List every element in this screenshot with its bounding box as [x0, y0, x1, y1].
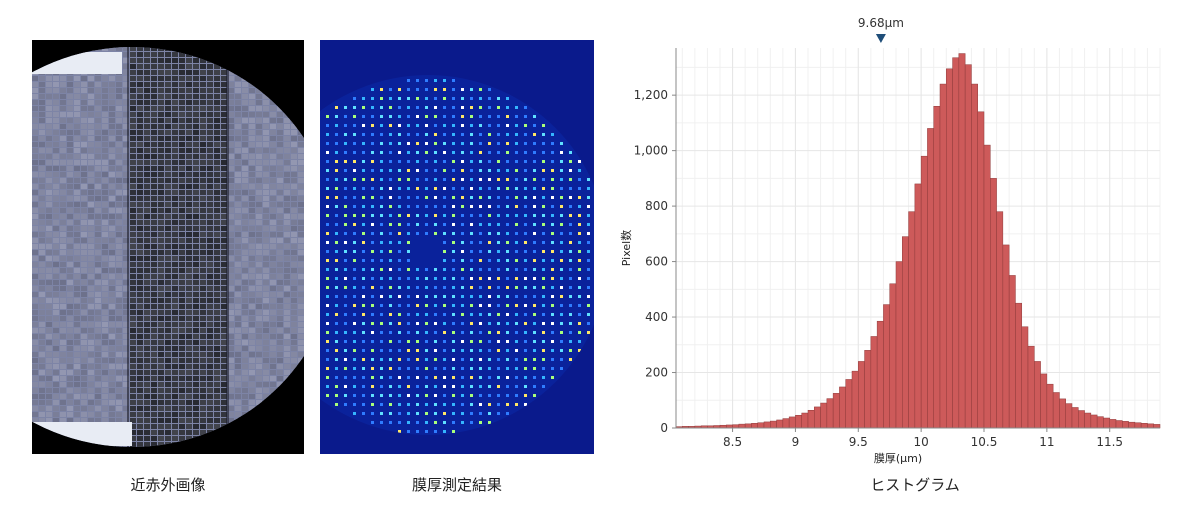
- histogram-bar: [858, 361, 865, 429]
- histogram-bar: [770, 420, 777, 429]
- histogram-bar: [996, 211, 1004, 429]
- histogram-bar: [895, 261, 903, 429]
- histogram-bar: [1115, 420, 1123, 429]
- histogram-bar: [795, 414, 802, 429]
- histogram-bar: [952, 57, 960, 429]
- histogram-bar: [1040, 373, 1048, 429]
- histogram-bar: [1027, 345, 1035, 429]
- histogram-bar: [1065, 403, 1073, 429]
- histogram-bar: [870, 336, 878, 429]
- y-tick-label: 800: [645, 199, 668, 213]
- histogram-bar: [920, 155, 928, 429]
- histogram-bar: [832, 393, 840, 429]
- histogram-bar: [914, 183, 922, 429]
- histogram-bar: [782, 418, 790, 429]
- histogram-bar: [933, 105, 941, 429]
- histogram-bar: [902, 236, 909, 429]
- film-wafer: [320, 75, 594, 435]
- y-tick-label: 1,200: [634, 88, 668, 102]
- x-axis-title: 膜厚(μm): [874, 452, 922, 465]
- histogram-bar: [820, 402, 828, 429]
- histogram-bar: [1153, 424, 1161, 429]
- x-tick-label: 9.5: [849, 435, 868, 449]
- y-tick-label: 200: [645, 366, 668, 380]
- histogram-bar: [1103, 417, 1110, 429]
- histogram-bar: [1109, 419, 1117, 429]
- histogram-bar: [983, 144, 991, 429]
- x-tick-label: 11: [1039, 435, 1054, 449]
- y-tick-label: 600: [645, 255, 668, 269]
- histogram-bar: [1015, 302, 1022, 429]
- y-tick-label: 400: [645, 310, 668, 324]
- histogram-bar: [851, 370, 859, 429]
- x-tick-label: 9: [792, 435, 800, 449]
- histogram-bar: [738, 423, 746, 429]
- histogram-bar: [1122, 421, 1129, 429]
- histogram-bar: [839, 386, 846, 429]
- histogram-bar: [788, 416, 796, 429]
- histogram-bar: [1021, 326, 1029, 429]
- histogram-bar: [1046, 383, 1054, 429]
- peak-marker-icon: [875, 34, 886, 43]
- histogram-bar: [1084, 412, 1092, 429]
- histogram-bar: [876, 320, 884, 429]
- histogram-bar: [1002, 244, 1010, 429]
- histogram-bar: [763, 421, 771, 429]
- histogram-bar: [964, 64, 972, 429]
- histogram-bars: [675, 53, 1161, 429]
- histogram-bar: [1034, 361, 1041, 429]
- histogram-bar: [1134, 422, 1142, 429]
- histogram-bar: [958, 53, 966, 429]
- histogram-bar: [889, 283, 897, 429]
- histogram-bar: [1078, 410, 1085, 429]
- histogram-bar: [939, 83, 947, 429]
- histogram-bar: [751, 423, 758, 429]
- x-tick-label: 8.5: [723, 435, 742, 449]
- chart-axes: 8.5 9 9.5 10 10.5 11 11.5 0 200 400 600 800 1,000 1,2…: [634, 48, 1160, 449]
- histogram-bar: [971, 83, 978, 429]
- histogram-bar: [1008, 275, 1016, 429]
- histogram-bar: [757, 422, 765, 429]
- histogram-bar: [1096, 416, 1104, 429]
- histogram-bar: [1090, 414, 1098, 429]
- histogram-bar: [801, 412, 809, 429]
- histogram-bar: [1128, 421, 1136, 429]
- histogram-bar: [864, 350, 872, 429]
- film-thickness-map: [320, 40, 594, 454]
- histogram-bar: [776, 419, 784, 429]
- histogram-bar: [1059, 398, 1066, 429]
- film-thickness-caption: 膜厚測定結果: [411, 476, 502, 494]
- histogram-bar: [883, 304, 890, 429]
- histogram-bar: [1052, 392, 1060, 429]
- histogram-bar: [977, 111, 985, 429]
- histogram-bar: [1140, 423, 1148, 429]
- y-axis-title: Pixel数: [620, 230, 633, 266]
- y-tick-label: 1,000: [634, 144, 668, 158]
- histogram-bar: [826, 398, 834, 429]
- wafer: [32, 47, 304, 447]
- y-tick-label: 0: [660, 421, 668, 435]
- histogram-chart: 8.5 9 9.5 10 10.5 11 11.5 0 200 400 600 800 1,000 1,2…: [620, 16, 1161, 465]
- histogram-bar: [927, 128, 934, 429]
- histogram-bar: [1147, 423, 1154, 429]
- x-tick-label: 10.5: [971, 435, 998, 449]
- nir-image-caption: 近赤外画像: [130, 476, 206, 494]
- histogram-bar: [1071, 407, 1079, 429]
- histogram-bar: [946, 68, 953, 429]
- nir-image: [32, 40, 304, 454]
- x-tick-label: 11.5: [1096, 435, 1123, 449]
- peak-annotation: 9.68μm: [858, 16, 904, 30]
- x-tick-label: 10: [914, 435, 929, 449]
- histogram-bar: [908, 211, 916, 429]
- histogram-bar: [807, 409, 815, 429]
- histogram-bar: [845, 379, 853, 429]
- histogram-caption: ヒストグラム: [870, 476, 960, 494]
- histogram-bar: [744, 423, 752, 429]
- histogram-bar: [990, 178, 997, 429]
- histogram-bar: [814, 406, 821, 429]
